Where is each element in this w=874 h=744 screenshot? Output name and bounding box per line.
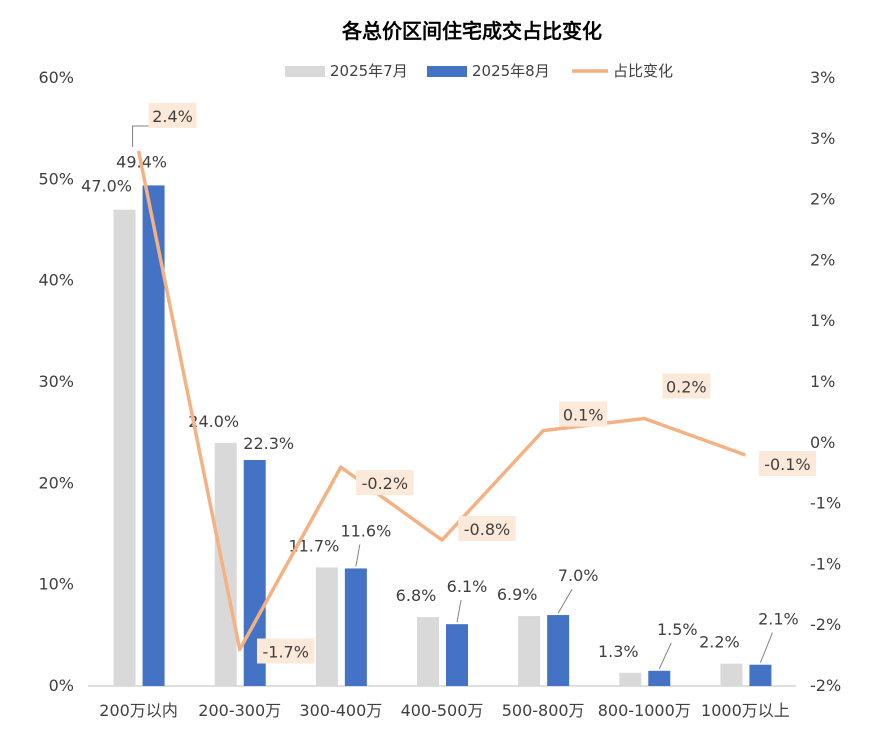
y-left-tick-label: 0% [49, 676, 74, 695]
line-label-box [758, 450, 817, 476]
y-left-tick-label: 10% [38, 575, 74, 594]
line-label-box [356, 470, 414, 496]
bar-aug [142, 185, 165, 686]
y-right-tick-label: 1% [810, 311, 835, 330]
line-label-box [662, 373, 711, 399]
bar-aug [749, 664, 772, 686]
bar-label-leader [557, 588, 573, 614]
y-right-tick-label: 3% [810, 68, 835, 87]
y-left-tick-label: 40% [38, 271, 74, 290]
bar-label-aug: 2.1% [758, 610, 799, 629]
bar-aug [648, 670, 671, 686]
x-tick-label: 1000万以上 [701, 701, 790, 720]
legend-swatch-2 [427, 66, 467, 77]
bar-label-jul: 1.3% [598, 642, 639, 661]
bar-label-jul: 47.0% [81, 177, 132, 196]
legend-label-3: 占比变化 [613, 62, 673, 80]
y-right-tick-label: 3% [810, 129, 835, 148]
bar-label-aug: 6.1% [447, 577, 488, 596]
y-right-tick-label: 0% [810, 433, 835, 452]
line-label-box [256, 638, 315, 664]
bar-jul [214, 442, 237, 686]
y-right-tick-label: 1% [810, 372, 835, 391]
bar-jul [619, 672, 642, 686]
y-left-tick-label: 30% [38, 372, 74, 391]
line-label-box [148, 102, 197, 128]
line-label: -0.1% [764, 455, 810, 474]
x-tick-label: 200-300万 [198, 701, 281, 720]
line-label: 0.2% [666, 377, 707, 396]
bar-jul [417, 617, 439, 686]
bar-aug [547, 615, 570, 686]
bar-label-jul: 2.2% [699, 633, 740, 652]
y-right-tick-label: 2% [810, 190, 835, 209]
bar-jul [518, 616, 541, 686]
line-label: -0.8% [464, 520, 510, 539]
x-tick-label: 300-400万 [299, 701, 382, 720]
bar-aug [446, 624, 468, 686]
bar-jul [315, 567, 338, 686]
y-left-tick-label: 20% [38, 473, 74, 492]
bar-jul [720, 663, 743, 686]
bar-label-jul: 6.9% [497, 585, 538, 604]
y-left-tick-label: 60% [38, 68, 74, 87]
x-tick-label: 500-800万 [502, 701, 585, 720]
y-right-tick-label: -2% [810, 676, 841, 695]
bar-label-jul: 6.8% [396, 586, 437, 605]
line-label-box [458, 516, 516, 542]
x-tick-label: 200万以内 [99, 701, 178, 720]
y-right-tick-label: -2% [810, 615, 841, 634]
line-series-change [136, 150, 747, 652]
line-label: -0.2% [362, 474, 408, 493]
bar-aug [344, 568, 367, 686]
y-right-tick-label: 2% [810, 250, 835, 269]
chart-title: 各总价区间住宅成交占比变化 [341, 19, 602, 43]
x-tick-label: 400-500万 [401, 701, 484, 720]
bar-label-leader [759, 632, 773, 663]
y-right-tick-label: -1% [810, 494, 841, 513]
bar-label-aug: 1.5% [657, 620, 698, 639]
legend-swatch-1 [285, 66, 325, 77]
bar-label-aug: 11.6% [340, 521, 391, 540]
line-label: -1.7% [263, 643, 309, 662]
bar-label-jul: 24.0% [188, 412, 239, 431]
line-label: 2.4% [152, 107, 193, 126]
y-right-tick-label: -1% [810, 554, 841, 573]
legend-label-1: 2025年7月 [330, 62, 408, 80]
y-left-tick-label: 50% [38, 169, 74, 188]
bar-label-aug: 7.0% [558, 566, 599, 585]
bar-label-leader [456, 600, 462, 623]
legend-label-2: 2025年8月 [472, 62, 550, 80]
line-label-box [559, 401, 608, 427]
x-tick-label: 800-1000万 [598, 701, 691, 720]
bar-jul [113, 209, 136, 686]
bar-label-leader [355, 544, 361, 567]
line-label-leader [132, 125, 149, 147]
bar-label-leader [658, 642, 672, 670]
bar-label-aug: 22.3% [243, 434, 294, 453]
line-label: 0.1% [563, 406, 604, 425]
